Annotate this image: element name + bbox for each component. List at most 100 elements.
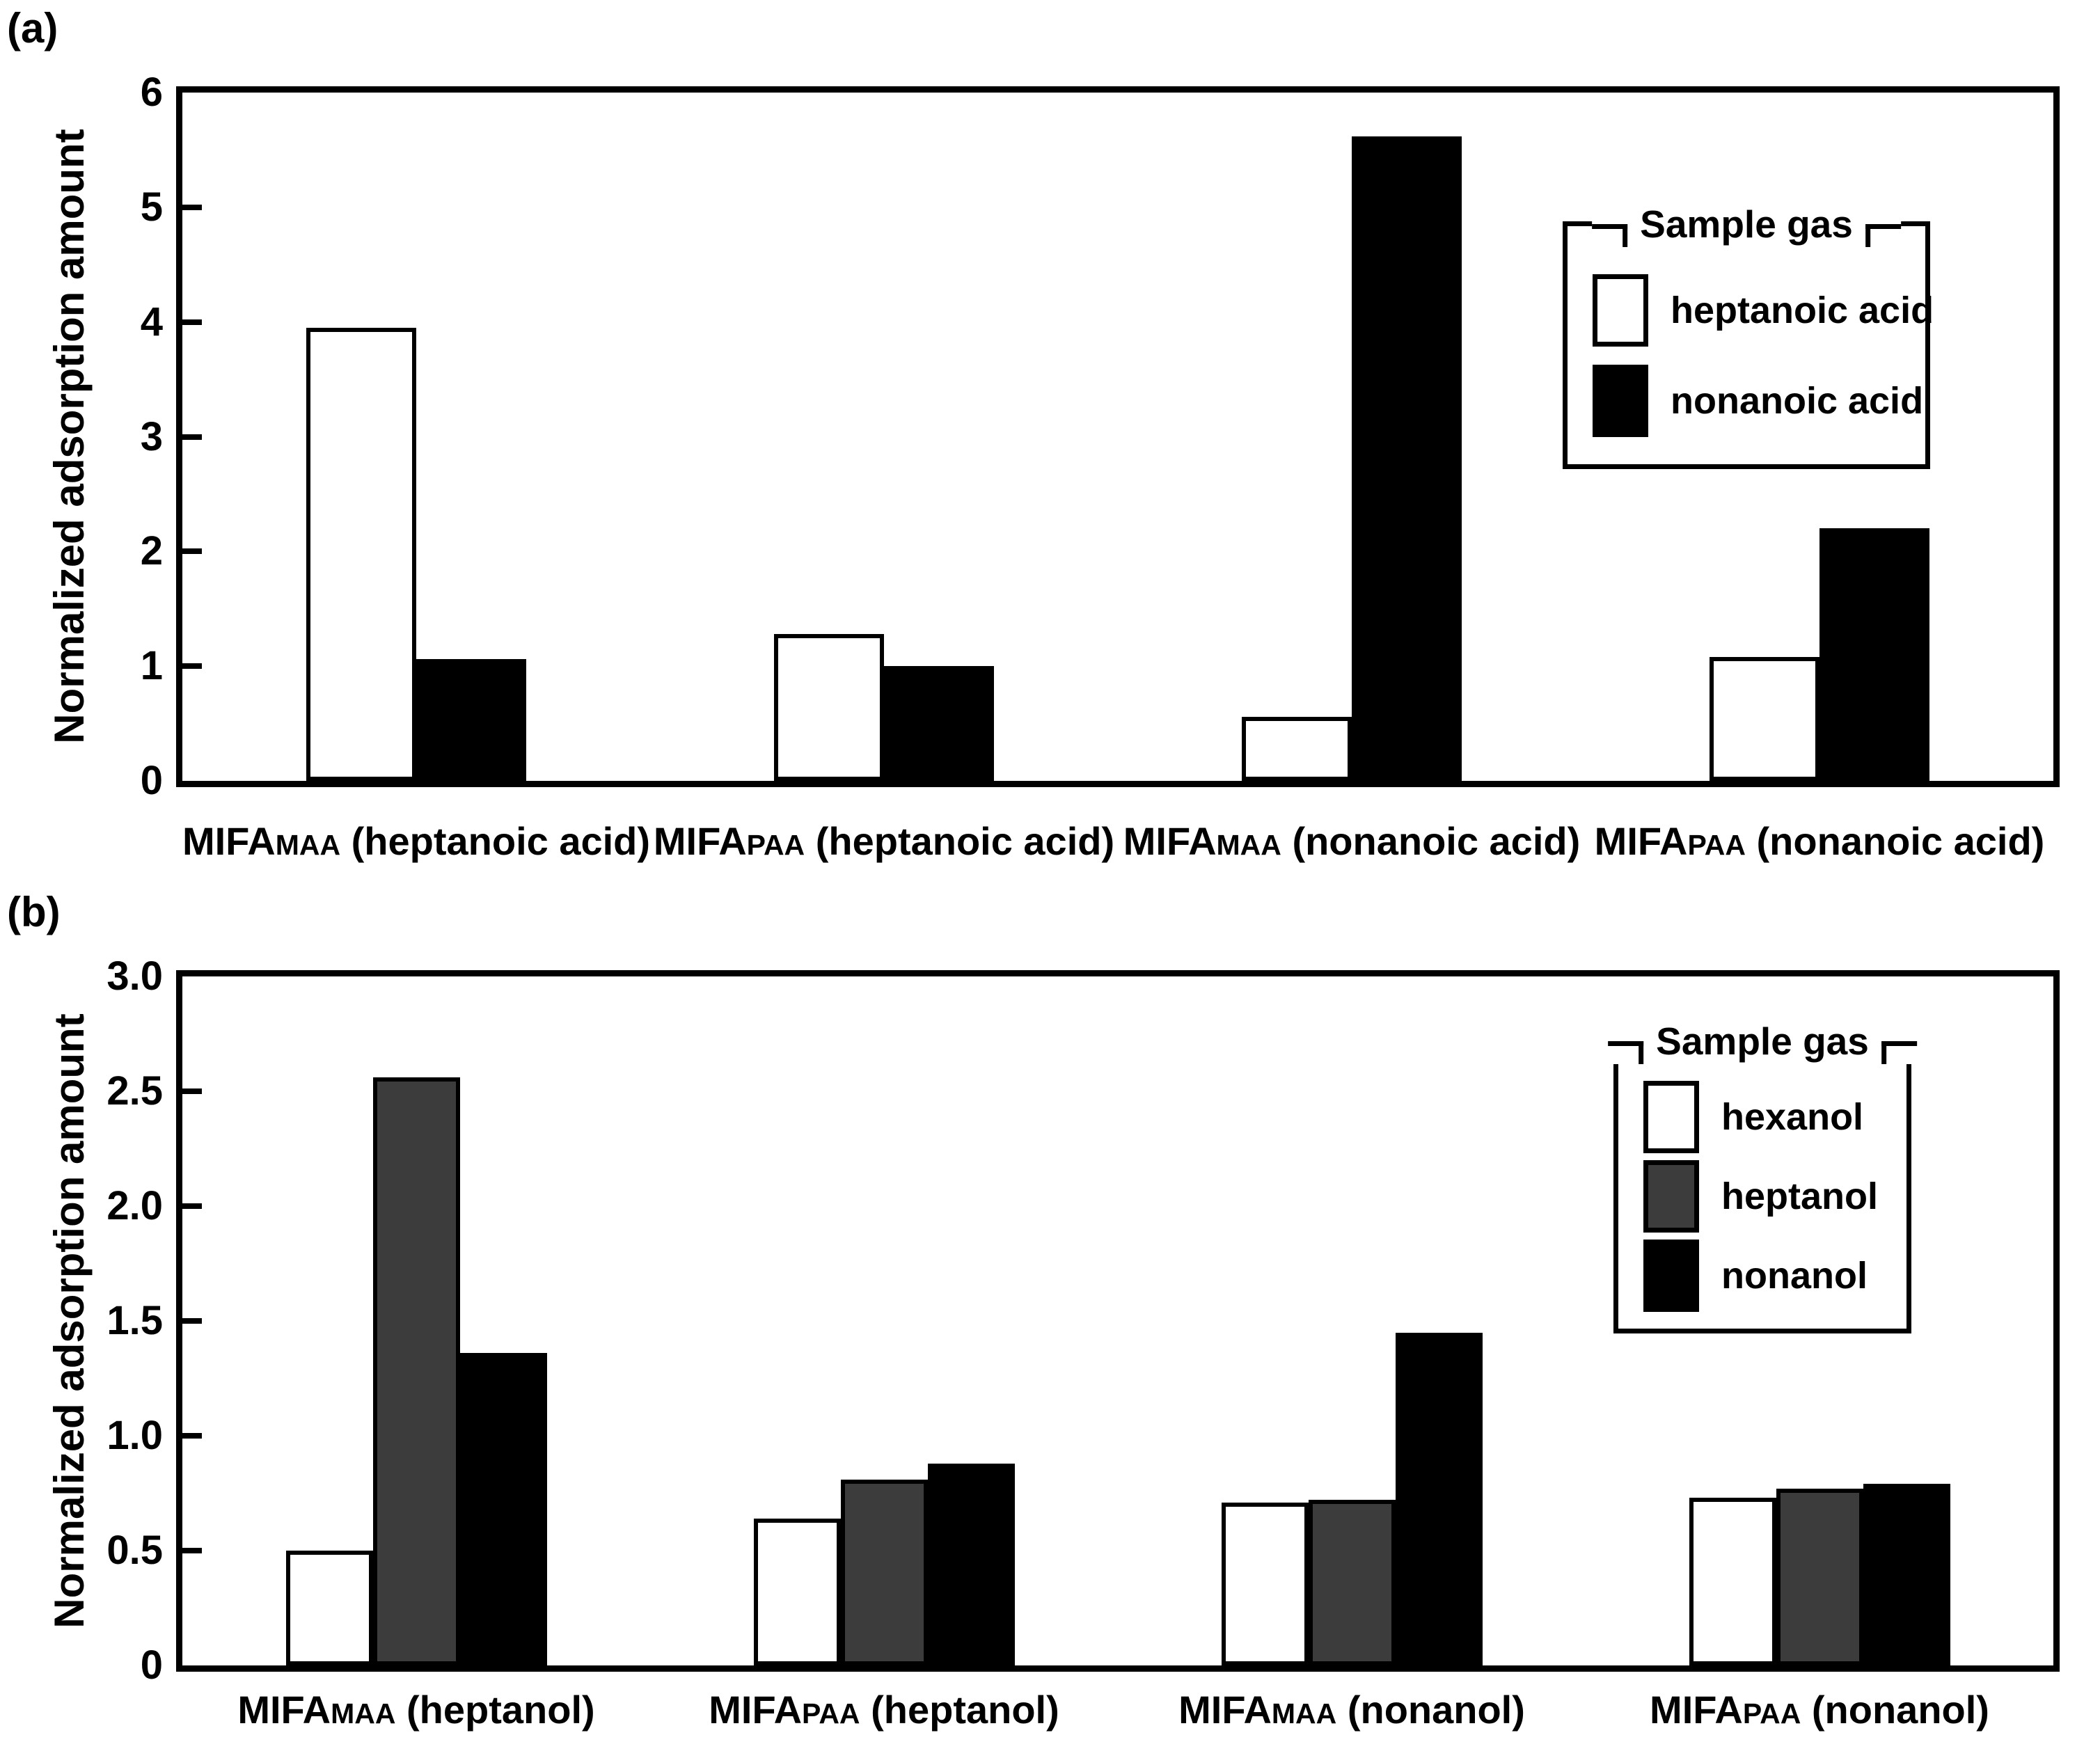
category-rest-text: (nonanol) bbox=[1336, 1688, 1525, 1732]
category-base-text: MIFA bbox=[1178, 1688, 1272, 1732]
panel-a-bar-nonanoic-acid-group2 bbox=[884, 666, 994, 781]
legend-label-nonanol: nonanol bbox=[1721, 1255, 1868, 1297]
panel-a-bar-nonanoic-acid-group4 bbox=[1819, 528, 1929, 781]
category-rest-text: (heptanoic acid) bbox=[805, 819, 1115, 863]
category-subscript-text: MAA bbox=[331, 1697, 396, 1729]
legend-label-nonanoic-acid: nonanoic acid bbox=[1671, 379, 1924, 422]
legend-swatch-nonanoic-acid bbox=[1593, 364, 1648, 437]
panel-a-y-tick-label: 1 bbox=[140, 643, 163, 689]
category-base-text: MIFA bbox=[709, 1688, 803, 1732]
panel-b-y-tick-label: 0 bbox=[140, 1642, 163, 1688]
legend-title-right-bracket bbox=[1865, 224, 1901, 247]
panel-a-legend-title: Sample gas bbox=[1592, 201, 1901, 247]
legend-item-nonanoic-acid: nonanoic acid bbox=[1593, 364, 1923, 437]
panel-b-legend-title: Sample gas bbox=[1608, 1018, 1917, 1064]
panel-b-y-tick bbox=[182, 1548, 202, 1553]
legend-title-left-bracket bbox=[1592, 224, 1628, 247]
legend-label-hexanol: hexanol bbox=[1721, 1096, 1864, 1138]
panel-a-bar-heptanoic-acid-group1 bbox=[306, 327, 416, 781]
legend-item-hexanol: hexanol bbox=[1643, 1081, 1900, 1153]
category-base-text: MIFA bbox=[182, 819, 276, 863]
panel-a-bar-nonanoic-acid-group3 bbox=[1352, 136, 1462, 781]
category-rest-text: (heptanoic acid) bbox=[340, 819, 651, 863]
panel-b-bar-nonanol-group4 bbox=[1863, 1484, 1950, 1665]
panel-b-bar-nonanol-group1 bbox=[459, 1353, 547, 1665]
panel-b-category-label-3: MIFAMAA (nonanol) bbox=[1178, 1687, 1525, 1736]
panel-a-bar-heptanoic-acid-group3 bbox=[1242, 716, 1352, 781]
category-rest-text: (heptanol) bbox=[395, 1688, 595, 1732]
category-subscript-text: PAA bbox=[1742, 1697, 1801, 1729]
panel-a-category-label-2: MIFAPAA (heptanoic acid) bbox=[654, 818, 1114, 868]
panel-a-y-tick-label: 6 bbox=[140, 70, 163, 115]
panel-a-y-tick-label: 4 bbox=[140, 299, 163, 345]
legend-title-left-bracket bbox=[1608, 1041, 1644, 1064]
panel-a-bar-heptanoic-acid-group4 bbox=[1710, 656, 1819, 781]
panel-a-y-tick bbox=[182, 663, 202, 670]
category-subscript-text: PAA bbox=[1687, 829, 1746, 861]
category-subscript-text: MAA bbox=[1216, 829, 1281, 861]
legend-item-heptanol: heptanol bbox=[1643, 1160, 1900, 1233]
panel-b-bar-heptanol-group1 bbox=[372, 1077, 460, 1665]
panel-b-y-tick bbox=[182, 1088, 202, 1094]
panel-a-tag: (a) bbox=[7, 5, 58, 52]
panel-b-legend: Sample gas hexanol heptanol nonanol bbox=[1608, 1018, 1917, 1333]
panel-a-y-tick bbox=[182, 319, 202, 325]
category-subscript-text: PAA bbox=[746, 829, 805, 861]
panel-b-bar-nonanol-group3 bbox=[1395, 1332, 1483, 1665]
legend-title-text: Sample gas bbox=[1640, 203, 1853, 246]
legend-swatch-hexanol bbox=[1643, 1081, 1699, 1153]
panel-b-category-label-1: MIFAMAA (heptanol) bbox=[237, 1687, 594, 1736]
category-subscript-text: PAA bbox=[802, 1697, 860, 1729]
panel-a-y-tick-label: 0 bbox=[140, 758, 163, 803]
panel-a-y-tick-label: 3 bbox=[140, 413, 163, 459]
legend-swatch-nonanol bbox=[1643, 1240, 1699, 1312]
panel-b-bar-hexanol-group3 bbox=[1221, 1502, 1309, 1665]
panel-b-y-tick-label: 1.5 bbox=[106, 1298, 163, 1343]
panel-b-bar-heptanol-group4 bbox=[1776, 1488, 1863, 1665]
panel-b-y-tick-label: 2.0 bbox=[106, 1183, 163, 1228]
category-rest-text: (nonanol) bbox=[1801, 1688, 1989, 1732]
panel-b-bar-nonanol-group2 bbox=[927, 1463, 1015, 1665]
category-base-text: MIFA bbox=[653, 819, 747, 863]
panel-a-y-tick bbox=[182, 548, 202, 555]
legend-swatch-heptanol bbox=[1643, 1160, 1699, 1233]
panel-a-bar-nonanoic-acid-group1 bbox=[416, 659, 526, 781]
panel-b-bar-heptanol-group3 bbox=[1308, 1500, 1396, 1665]
category-rest-text: (nonanoic acid) bbox=[1281, 819, 1581, 863]
panel-a-y-tick bbox=[182, 434, 202, 440]
panel-b-y-tick-label: 2.5 bbox=[106, 1068, 163, 1114]
panel-a-category-label-4: MIFAPAA (nonanoic acid) bbox=[1595, 818, 2045, 868]
panel-b-bar-hexanol-group1 bbox=[285, 1551, 373, 1665]
panel-b-y-tick-label: 1.0 bbox=[106, 1413, 163, 1458]
panel-a-legend: Sample gas heptanoic acid nonanoic acid bbox=[1563, 201, 1934, 469]
panel-a-y-tick-label: 2 bbox=[140, 528, 163, 574]
legend-title-text: Sample gas bbox=[1656, 1020, 1869, 1063]
legend-item-nonanol: nonanol bbox=[1643, 1240, 1900, 1312]
panel-a-category-label-1: MIFAMAA (heptanoic acid) bbox=[182, 818, 650, 868]
panel-b-bar-heptanol-group2 bbox=[840, 1479, 928, 1665]
legend-title-right-bracket bbox=[1881, 1041, 1917, 1064]
category-rest-text: (nonanoic acid) bbox=[1745, 819, 2045, 863]
legend-label-heptanoic-acid: heptanoic acid bbox=[1671, 290, 1934, 332]
category-base-text: MIFA bbox=[1123, 819, 1217, 863]
legend-item-heptanoic-acid: heptanoic acid bbox=[1593, 274, 1934, 347]
legend-label-heptanol: heptanol bbox=[1721, 1175, 1878, 1217]
panel-b-y-tick-label: 0.5 bbox=[106, 1528, 163, 1573]
category-subscript-text: MAA bbox=[275, 829, 341, 861]
panel-a-bar-heptanoic-acid-group2 bbox=[774, 634, 884, 781]
panel-b-y-tick bbox=[182, 1203, 202, 1209]
category-subscript-text: MAA bbox=[1271, 1697, 1337, 1729]
category-rest-text: (heptanol) bbox=[860, 1688, 1059, 1732]
panel-b-bar-hexanol-group4 bbox=[1689, 1498, 1776, 1665]
legend-swatch-heptanoic-acid bbox=[1593, 274, 1648, 347]
panel-a-category-label-3: MIFAMAA (nonanoic acid) bbox=[1123, 818, 1581, 868]
panel-a-y-tick bbox=[182, 204, 202, 210]
panel-b-category-label-4: MIFAPAA (nonanol) bbox=[1650, 1687, 1989, 1736]
category-base-text: MIFA bbox=[237, 1688, 331, 1732]
panel-b-bar-hexanol-group2 bbox=[753, 1518, 841, 1665]
panel-a-y-tick-label: 5 bbox=[140, 184, 163, 230]
panel-b-y-tick-label: 3.0 bbox=[106, 953, 163, 999]
panel-b-category-label-2: MIFAPAA (heptanol) bbox=[709, 1687, 1059, 1736]
panel-b-y-tick bbox=[182, 1433, 202, 1439]
